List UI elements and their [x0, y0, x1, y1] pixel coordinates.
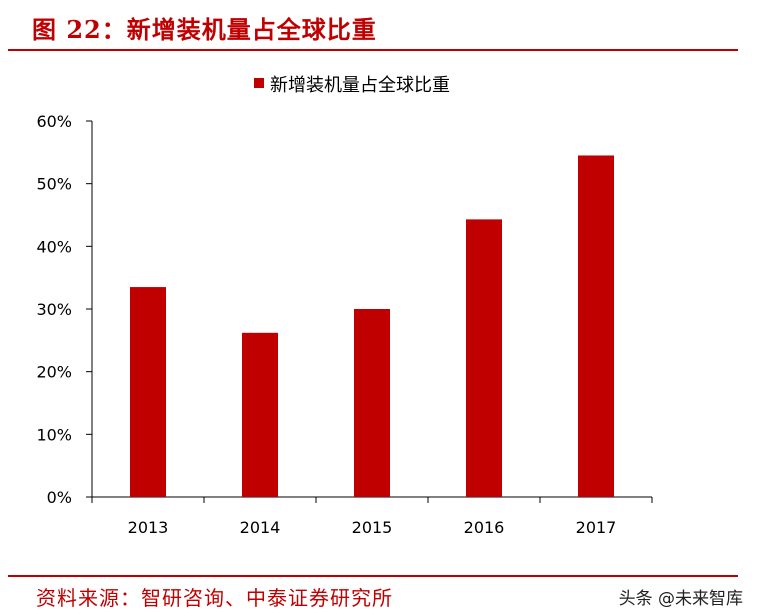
y-axis: 0% 10% 20% 30% 40% 50% 60% — [36, 112, 93, 507]
y-tick-label: 30% — [36, 300, 72, 319]
y-tick-label: 20% — [36, 363, 72, 382]
source-note: 资料来源：智研咨询、中泰证券研究所 — [36, 586, 393, 610]
bars — [130, 155, 614, 498]
bar-2014 — [242, 332, 278, 497]
y-tick-label: 60% — [36, 112, 72, 131]
title-rule — [8, 49, 738, 51]
legend-swatch — [254, 78, 264, 88]
y-tick-label: 10% — [36, 425, 72, 444]
watermark: 头条 @未来智库 — [618, 589, 743, 609]
legend-label: 新增装机量占全球比重 — [270, 75, 450, 96]
legend: 新增装机量占全球比重 — [254, 75, 450, 96]
bar-2015 — [354, 309, 390, 497]
figure-title: 图 22：新增装机量占全球比重 — [32, 15, 377, 44]
x-tick-label: 2014 — [240, 518, 281, 537]
y-tick-label: 50% — [36, 175, 72, 194]
x-tick-label: 2015 — [352, 518, 393, 537]
bar-2016 — [466, 219, 502, 498]
x-tick-label: 2016 — [464, 518, 505, 537]
x-tick-label: 2013 — [128, 518, 169, 537]
x-axis: 2013 2014 2015 2016 2017 — [91, 496, 653, 537]
bar-2013 — [130, 287, 166, 497]
source-rule — [8, 575, 738, 577]
y-tick-label: 0% — [47, 488, 72, 507]
bar-2017 — [578, 155, 614, 497]
y-tick-label: 40% — [36, 237, 72, 256]
x-tick-label: 2017 — [576, 518, 617, 537]
bar-chart: 新增装机量占全球比重 0% 10% 20% 30% 40% 50% 60% 2013 2014… — [36, 75, 653, 537]
